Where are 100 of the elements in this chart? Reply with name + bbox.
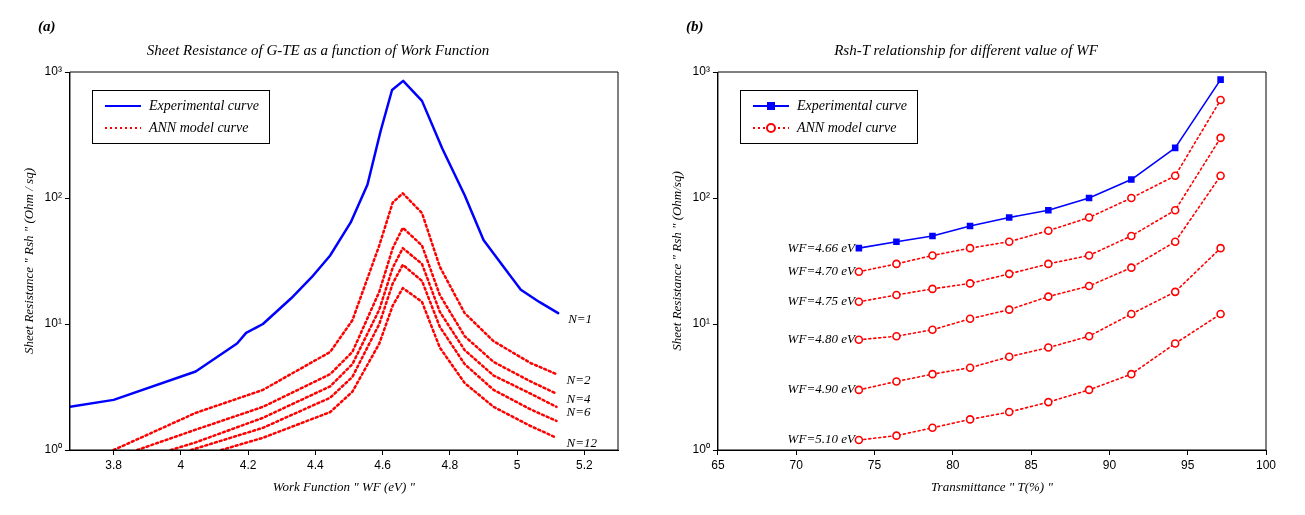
y-tick-label: 10²	[692, 190, 710, 205]
point	[966, 222, 974, 230]
x-tick-label: 5	[513, 457, 521, 472]
point	[1004, 237, 1014, 246]
point	[1044, 397, 1053, 407]
point	[965, 415, 975, 424]
x-axis-title: Transmittance " T(%) "	[931, 478, 1054, 494]
point	[928, 369, 937, 379]
point	[928, 251, 937, 260]
point	[892, 290, 901, 300]
point	[929, 232, 936, 240]
point	[1044, 343, 1053, 352]
x-tick-label: 4.6	[374, 457, 392, 472]
point	[1084, 331, 1094, 341]
point	[1216, 95, 1225, 105]
x-tick-label: 80	[946, 457, 960, 472]
x-tick-label: 4.8	[441, 457, 459, 472]
legend-label: Experimental curve	[148, 97, 259, 115]
annotation: WF=4.75 eV	[787, 293, 857, 309]
y-tick-label: 10³	[692, 64, 710, 79]
y-axis-title: Sheet Resistance " Rsh " (Ohm / sq)	[21, 167, 37, 355]
point	[1045, 206, 1052, 214]
line-series	[220, 286, 558, 450]
point	[1004, 305, 1014, 314]
point	[1084, 213, 1094, 222]
x-axis-title: Work Function " WF (eV) "	[272, 478, 416, 494]
point	[1171, 144, 1179, 152]
point	[928, 325, 937, 335]
point	[1004, 269, 1014, 279]
y-axis-title: Sheet Resistance " Rsh " (Ohm/sq)	[669, 171, 685, 351]
text: (a)	[38, 18, 56, 35]
point	[1170, 339, 1180, 348]
point	[892, 259, 901, 269]
point	[1044, 226, 1053, 236]
point	[965, 243, 975, 253]
point	[1044, 259, 1053, 269]
annotation: N=4	[565, 391, 591, 407]
point	[1216, 171, 1225, 181]
point	[1044, 292, 1053, 301]
line-series	[112, 192, 558, 450]
legend-label: ANN model curve	[148, 119, 249, 137]
line-series	[135, 226, 558, 450]
annotation: WF=4.70 eV	[787, 263, 857, 279]
legend-label: Experimental curve	[796, 97, 907, 115]
point	[928, 284, 937, 294]
y-tick-label: 10²	[44, 190, 62, 205]
point	[965, 314, 975, 324]
chart-title: Rsh-T relationship for different value of WF	[833, 41, 1099, 58]
point	[1127, 263, 1136, 272]
annotation: N=2	[565, 371, 591, 387]
x-tick-label: 90	[1102, 457, 1117, 472]
y-tick-label: 10⁰	[692, 442, 710, 457]
point	[1085, 194, 1093, 202]
annotation: WF=5.10 eV	[787, 431, 857, 447]
x-tick-label: 4.4	[307, 457, 325, 472]
point	[1005, 214, 1013, 221]
point	[892, 377, 901, 386]
annotation: N=1	[567, 310, 593, 326]
y-tick-label: 10¹	[692, 316, 710, 331]
point	[1170, 205, 1180, 215]
x-tick-label: 5.2	[576, 457, 594, 472]
point	[892, 431, 901, 440]
x-tick-label: 95	[1181, 457, 1195, 472]
annotation: N=12	[565, 435, 598, 451]
point	[1127, 193, 1136, 203]
point	[928, 423, 937, 433]
x-tick-label: 100	[1255, 457, 1277, 472]
y-tick-label: 10⁰	[44, 442, 62, 457]
x-tick-label: 75	[867, 457, 882, 472]
x-tick-label: 65	[711, 457, 725, 472]
y-tick-label: 10¹	[44, 316, 62, 331]
annotation: WF=4.90 eV	[787, 381, 857, 397]
point	[1170, 237, 1180, 246]
x-tick-label: 4.2	[239, 457, 257, 472]
point	[1216, 243, 1225, 253]
point	[1128, 176, 1135, 183]
x-tick-label: 70	[789, 457, 804, 472]
point	[1127, 231, 1136, 241]
point	[1127, 309, 1136, 319]
x-tick-label: 4	[177, 457, 185, 472]
point	[893, 238, 900, 245]
legend-label: ANN model curve	[796, 119, 897, 137]
point	[1004, 352, 1014, 362]
point	[965, 279, 975, 288]
point	[1170, 171, 1180, 181]
text: (b)	[686, 18, 704, 35]
point	[1216, 133, 1225, 143]
point	[1004, 407, 1014, 417]
point	[1217, 76, 1224, 83]
chart-title: Sheet Resistance of G-TE as a function of Work Function	[146, 41, 490, 58]
point	[965, 363, 975, 372]
x-tick-label: 3.8	[105, 457, 123, 472]
point	[1084, 251, 1094, 260]
y-tick-label: 10³	[44, 64, 62, 79]
point	[1127, 369, 1136, 379]
point	[1216, 309, 1225, 319]
x-tick-label: 85	[1024, 457, 1039, 472]
annotation: N=6	[565, 404, 591, 420]
point	[1084, 281, 1094, 291]
annotation: WF=4.80 eV	[787, 331, 857, 347]
